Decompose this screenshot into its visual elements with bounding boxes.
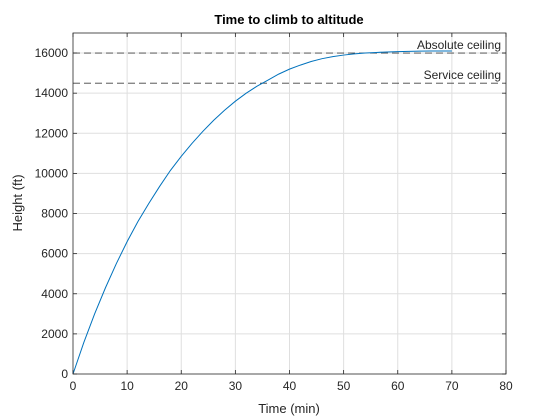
- chart-title: Time to climb to altitude: [214, 12, 363, 27]
- x-tick-label: 50: [337, 379, 351, 393]
- reference-line-label: Absolute ceiling: [417, 38, 501, 52]
- y-axis-label: Height (ft): [10, 174, 25, 231]
- x-tick-label: 10: [120, 379, 134, 393]
- x-tick-label: 0: [70, 379, 77, 393]
- series-group: [72, 50, 452, 375]
- series-line: [72, 50, 452, 375]
- y-tick-label: 6000: [41, 247, 68, 261]
- y-tick-label: 0: [61, 367, 68, 381]
- x-tick-label: 60: [391, 379, 405, 393]
- y-tick-label: 12000: [35, 126, 69, 140]
- y-tick-label: 2000: [41, 327, 68, 341]
- x-tick-label: 20: [175, 379, 189, 393]
- x-tick-label: 80: [499, 379, 513, 393]
- grid: [73, 33, 506, 374]
- x-axis-label: Time (min): [258, 401, 320, 416]
- reference-lines: Absolute ceiling Service ceiling: [73, 38, 506, 84]
- y-tick-label: 16000: [35, 46, 69, 60]
- reference-line-label: Service ceiling: [424, 68, 501, 82]
- x-tick-label: 40: [283, 379, 297, 393]
- axes: [72, 32, 507, 375]
- x-tick-label: 30: [229, 379, 243, 393]
- x-tick-label: 70: [445, 379, 459, 393]
- y-tick-label: 10000: [35, 166, 69, 180]
- y-tick-label: 4000: [41, 287, 68, 301]
- y-tick-label: 14000: [35, 86, 69, 100]
- tick-labels: 0 10 20 30 40 50 60 70 80 0 2000 4000 6000 8000 10000 1…: [35, 46, 513, 393]
- y-tick-label: 8000: [41, 207, 68, 221]
